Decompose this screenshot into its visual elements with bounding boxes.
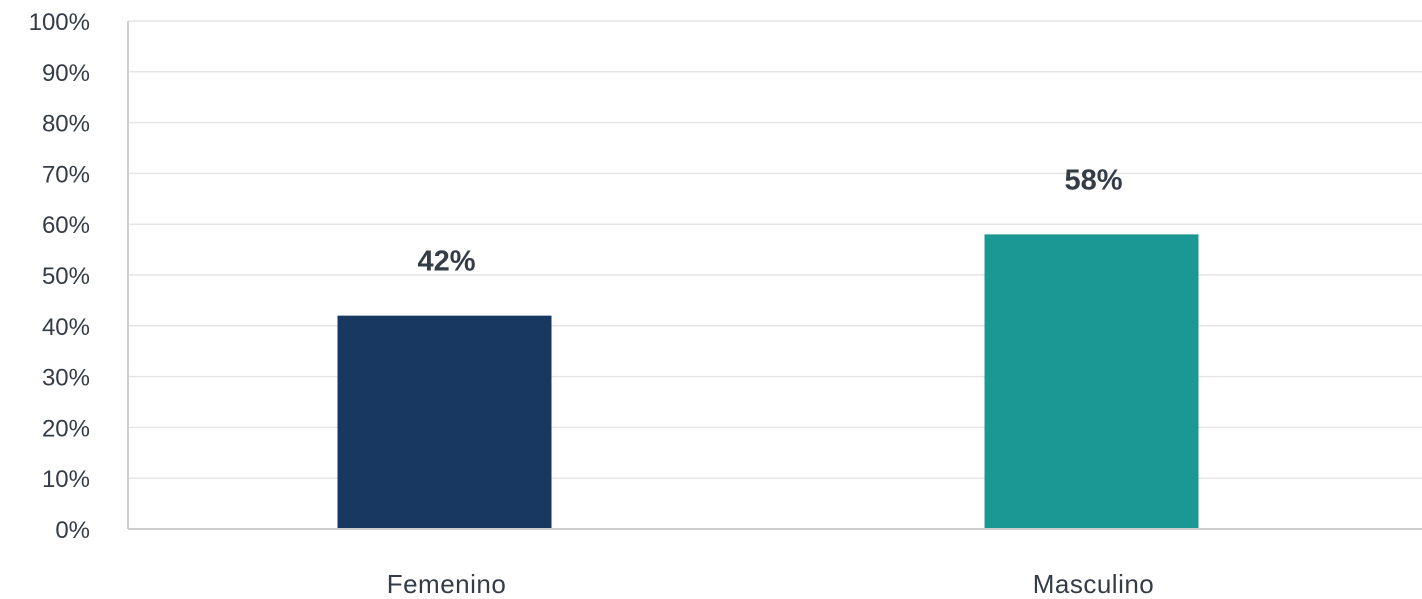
bar-masculino: [984, 234, 1199, 530]
x-tick-label: Masculino: [1033, 569, 1155, 599]
y-tick-label: 80%: [42, 111, 90, 138]
data-label: 42%: [417, 246, 475, 278]
y-tick-label: 50%: [42, 263, 90, 290]
bar-femenino: [337, 315, 552, 529]
y-tick-label: 60%: [42, 212, 90, 239]
y-tick-label: 30%: [42, 365, 90, 392]
y-tick-label: 20%: [42, 415, 90, 442]
y-tick-label: 40%: [42, 314, 90, 341]
y-tick-label: 0%: [55, 517, 90, 544]
y-tick-label: 90%: [42, 60, 90, 87]
x-axis: Femenino Masculino: [128, 528, 1422, 599]
y-tick-label: 100%: [29, 9, 90, 36]
x-tick-label: Femenino: [387, 569, 507, 599]
grid-lines: [128, 20, 1422, 479]
y-tick-label: 70%: [42, 161, 90, 188]
data-label: 58%: [1064, 164, 1122, 196]
bars: 42% 58%: [337, 164, 1199, 530]
y-tick-label: 10%: [42, 466, 90, 493]
y-axis: 0% 10% 20% 30% 40% 50% 60% 70% 80% 90% 100%: [29, 9, 129, 544]
